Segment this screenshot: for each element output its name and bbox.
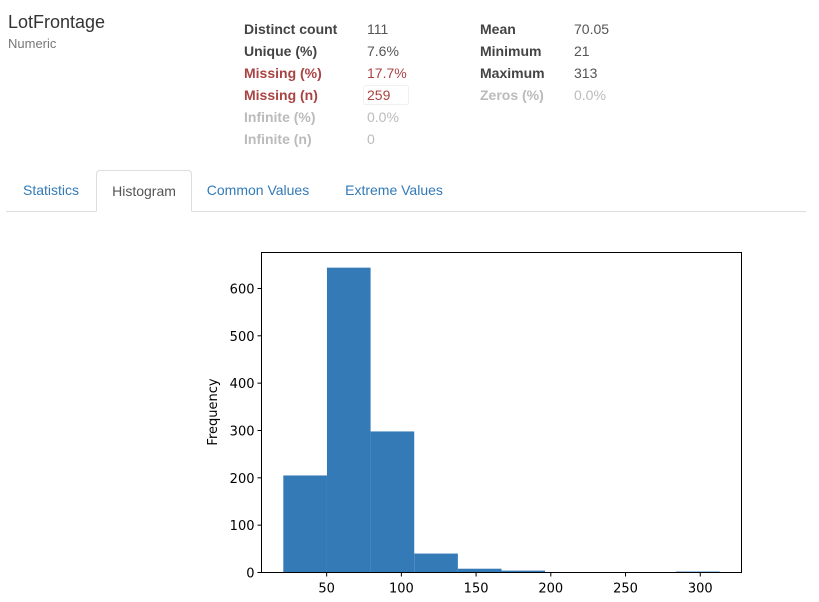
histogram-bar <box>457 568 502 573</box>
stats-table-left: Distinct count 111 Unique (%) 7.6% Missi… <box>244 18 410 150</box>
stat-label: Unique (%) <box>244 43 318 59</box>
tab-bar: Statistics Histogram Common Values Extre… <box>6 170 806 212</box>
y-tick-label: 0 <box>246 567 254 582</box>
stat-label: Mean <box>480 21 516 37</box>
stat-row-alert: Missing (%) 17.7% <box>244 62 409 84</box>
histogram-bar <box>370 431 415 573</box>
y-axis-label: Frequency <box>206 378 221 445</box>
y-tick-label: 300 <box>230 424 255 439</box>
tab-extreme-values[interactable]: Extreme Values <box>345 182 443 198</box>
histogram-bar <box>414 553 458 573</box>
stat-row-ignore: Zeros (%) 0.0% <box>480 84 609 106</box>
variable-title: LotFrontage <box>8 12 106 32</box>
stat-row: Mean 70.05 <box>480 18 609 40</box>
y-tick-label: 500 <box>230 330 255 345</box>
stat-row: Distinct count 111 <box>244 18 409 40</box>
tab-common-values[interactable]: Common Values <box>206 182 310 198</box>
stat-label: Zeros (%) <box>480 87 544 103</box>
y-tick-label: 400 <box>230 377 255 392</box>
y-tick-label: 100 <box>230 519 255 534</box>
stat-label: Infinite (n) <box>244 131 312 147</box>
stat-label: Minimum <box>480 43 542 59</box>
histogram-bar <box>326 267 371 573</box>
stat-value: 0 <box>367 131 375 147</box>
stat-value: 0.0% <box>367 109 399 125</box>
histogram-bar <box>283 475 327 573</box>
stat-row: Maximum 313 <box>480 62 609 84</box>
tab-statistics[interactable]: Statistics <box>22 182 79 198</box>
stat-value: 17.7% <box>367 65 407 81</box>
stat-row: Minimum 21 <box>480 40 609 62</box>
y-tick-label: 200 <box>230 472 255 487</box>
y-tick-label: 600 <box>230 282 255 297</box>
x-tick-label: 100 <box>389 582 414 597</box>
stat-label: Missing (n) <box>244 87 318 103</box>
stat-value: 259 <box>363 84 410 106</box>
x-tick-label: 200 <box>538 582 563 597</box>
highlighted-value: 259 <box>363 85 410 105</box>
stat-row-ignore: Infinite (%) 0.0% <box>244 106 409 128</box>
stats-table-right: Mean 70.05 Minimum 21 Maximum 313 Zeros … <box>480 18 609 106</box>
stat-row-alert: Missing (n) 259 <box>244 84 410 106</box>
stat-row: Unique (%) 7.6% <box>244 40 409 62</box>
x-tick-label: 150 <box>464 582 489 597</box>
x-tick-label: 250 <box>613 582 638 597</box>
tab-histogram[interactable]: Histogram <box>96 170 192 212</box>
variable-type: Numeric <box>8 36 57 51</box>
x-tick-label: 50 <box>318 582 335 597</box>
stat-label: Missing (%) <box>244 65 322 81</box>
stat-label: Maximum <box>480 65 545 81</box>
plot-frame <box>261 252 742 573</box>
x-tick-label: 300 <box>688 582 713 597</box>
stat-value: 21 <box>574 43 590 59</box>
histogram-bar <box>501 570 546 573</box>
stat-label: Infinite (%) <box>244 109 316 125</box>
stat-label: Distinct count <box>244 21 338 37</box>
stat-value: 111 <box>367 21 389 37</box>
stat-value: 313 <box>574 65 598 81</box>
stat-value: 0.0% <box>574 87 606 103</box>
stat-value: 7.6% <box>367 43 399 59</box>
stat-value: 70.05 <box>574 21 610 37</box>
stat-row-ignore: Infinite (n) 0 <box>244 128 409 150</box>
